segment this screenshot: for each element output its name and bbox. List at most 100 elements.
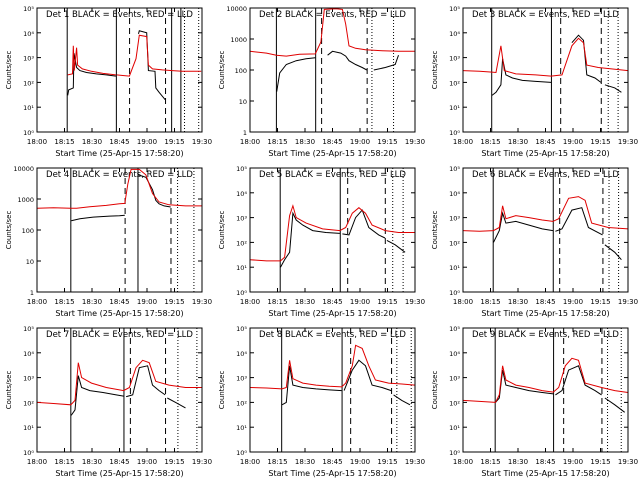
y-tick-label: 10⁰ bbox=[449, 129, 460, 137]
y-tick-label: 10⁴ bbox=[449, 30, 460, 38]
x-tick-label: 19:15 bbox=[590, 458, 610, 466]
chart-title: Det 4 BLACK = Events, RED = LLD bbox=[46, 170, 193, 180]
x-axis-label: Start Time (25-Apr-15 17:58:20) bbox=[268, 469, 396, 478]
y-axis-label: Counts/sec bbox=[5, 211, 13, 250]
y-tick-label: 10⁴ bbox=[449, 190, 460, 198]
chart-title: Det 6 BLACK = Events, RED = LLD bbox=[472, 170, 619, 180]
y-tick-label: 10⁵ bbox=[449, 325, 460, 333]
chart-panel-7: Det 7 BLACK = Events, RED = LLD Counts/se… bbox=[5, 325, 212, 478]
x-tick-label: 18:15 bbox=[480, 458, 500, 466]
y-axis-label: Counts/sec bbox=[218, 211, 226, 250]
x-tick-label: 18:15 bbox=[480, 298, 500, 306]
chart-panel-5: Det 5 BLACK = Events, RED = LLD Counts/se… bbox=[218, 165, 425, 318]
series-line-events bbox=[343, 359, 392, 392]
x-tick-label: 18:45 bbox=[322, 138, 342, 146]
x-tick-label: 19:00 bbox=[137, 138, 157, 146]
x-tick-label: 18:30 bbox=[295, 138, 315, 146]
y-tick-label: 10⁴ bbox=[449, 350, 460, 358]
y-tick-label: 10¹ bbox=[449, 264, 460, 272]
y-tick-label: 10² bbox=[236, 239, 247, 247]
series-line-lld bbox=[36, 168, 202, 209]
y-tick-label: 10² bbox=[449, 239, 460, 247]
y-tick-label: 10¹ bbox=[236, 424, 247, 432]
series-line-events bbox=[327, 50, 368, 71]
x-tick-label: 19:15 bbox=[164, 138, 184, 146]
x-tick-label: 18:45 bbox=[535, 298, 555, 306]
x-axis-label: Start Time (25-Apr-15 17:58:20) bbox=[55, 309, 183, 318]
x-tick-label: 19:15 bbox=[377, 298, 397, 306]
series-line-lld bbox=[462, 357, 629, 403]
x-tick-label: 18:15 bbox=[480, 138, 500, 146]
y-tick-label: 10⁰ bbox=[23, 129, 34, 137]
series-line-events bbox=[604, 397, 626, 413]
series-line-lld bbox=[462, 196, 629, 232]
y-axis-label: Counts/sec bbox=[431, 211, 439, 250]
series-line-events bbox=[125, 365, 166, 398]
chart-title: Det 7 BLACK = Events, RED = LLD bbox=[46, 330, 193, 340]
y-tick-label: 10² bbox=[449, 79, 460, 87]
chart-title: Det 5 BLACK = Events, RED = LLD bbox=[259, 170, 406, 180]
x-axis-label: Start Time (25-Apr-15 17:58:20) bbox=[481, 469, 609, 478]
x-tick-label: 18:45 bbox=[535, 138, 555, 146]
y-tick-label: 10¹ bbox=[449, 104, 460, 112]
y-tick-label: 10⁵ bbox=[236, 165, 247, 173]
series-line-events bbox=[71, 214, 125, 222]
x-tick-label: 18:00 bbox=[27, 458, 47, 466]
x-tick-label: 19:30 bbox=[192, 138, 212, 146]
x-tick-label: 18:15 bbox=[54, 298, 74, 306]
y-tick-label: 10000 bbox=[13, 165, 34, 173]
x-tick-label: 19:30 bbox=[618, 298, 638, 306]
y-tick-label: 10³ bbox=[236, 215, 247, 223]
y-axis-label: Counts/sec bbox=[5, 51, 13, 90]
y-tick-label: 10⁰ bbox=[236, 449, 247, 457]
series-line-events bbox=[138, 174, 171, 208]
x-tick-label: 18:45 bbox=[322, 298, 342, 306]
chart-title: Det 1 BLACK = Events, RED = LLD bbox=[46, 10, 193, 20]
y-tick-label: 1 bbox=[30, 289, 34, 297]
x-tick-label: 18:00 bbox=[453, 458, 473, 466]
x-axis-label: Start Time (25-Apr-15 17:58:20) bbox=[481, 149, 609, 158]
series-line-lld bbox=[249, 8, 415, 57]
series-line-events bbox=[67, 53, 116, 96]
x-axis-label: Start Time (25-Apr-15 17:58:20) bbox=[268, 309, 396, 318]
series-line-lld bbox=[67, 45, 116, 76]
plot-frame bbox=[36, 167, 203, 293]
y-tick-label: 10² bbox=[23, 399, 34, 407]
series-line-lld bbox=[116, 34, 202, 77]
y-tick-label: 10³ bbox=[23, 375, 34, 383]
x-tick-label: 18:30 bbox=[82, 298, 102, 306]
x-tick-label: 18:45 bbox=[109, 138, 129, 146]
x-tick-label: 18:30 bbox=[508, 298, 528, 306]
x-tick-label: 19:00 bbox=[137, 298, 157, 306]
y-tick-label: 10⁰ bbox=[23, 449, 34, 457]
y-tick-label: 10¹ bbox=[236, 264, 247, 272]
chart-title: Det 2 BLACK = Events, RED = LLD bbox=[259, 10, 406, 20]
x-tick-label: 18:00 bbox=[240, 298, 260, 306]
x-tick-label: 18:15 bbox=[267, 298, 287, 306]
y-tick-label: 10⁰ bbox=[236, 289, 247, 297]
y-tick-label: 10³ bbox=[23, 55, 34, 63]
x-tick-label: 18:30 bbox=[508, 138, 528, 146]
plot-frame bbox=[462, 7, 629, 133]
y-tick-label: 10¹ bbox=[23, 104, 34, 112]
x-tick-label: 18:15 bbox=[267, 138, 287, 146]
y-axis-label: Counts/sec bbox=[5, 371, 13, 410]
x-tick-label: 19:00 bbox=[350, 298, 370, 306]
x-tick-label: 19:00 bbox=[563, 138, 583, 146]
x-tick-label: 18:00 bbox=[27, 298, 47, 306]
x-tick-label: 19:30 bbox=[192, 298, 212, 306]
y-tick-label: 10⁴ bbox=[236, 190, 247, 198]
chart-panel-6: Det 6 BLACK = Events, RED = LLD Counts/se… bbox=[431, 165, 638, 318]
y-tick-label: 10⁰ bbox=[449, 289, 460, 297]
y-axis-label: Counts/sec bbox=[218, 371, 226, 410]
x-tick-label: 19:30 bbox=[405, 138, 425, 146]
x-tick-label: 19:30 bbox=[618, 458, 638, 466]
series-line-lld bbox=[249, 344, 416, 390]
y-tick-label: 10³ bbox=[449, 215, 460, 223]
x-tick-label: 18:00 bbox=[240, 458, 260, 466]
series-line-events bbox=[373, 55, 399, 71]
x-tick-label: 19:00 bbox=[563, 458, 583, 466]
series-line-events bbox=[70, 375, 124, 416]
y-tick-label: 10² bbox=[23, 79, 34, 87]
series-line-events bbox=[555, 365, 602, 396]
